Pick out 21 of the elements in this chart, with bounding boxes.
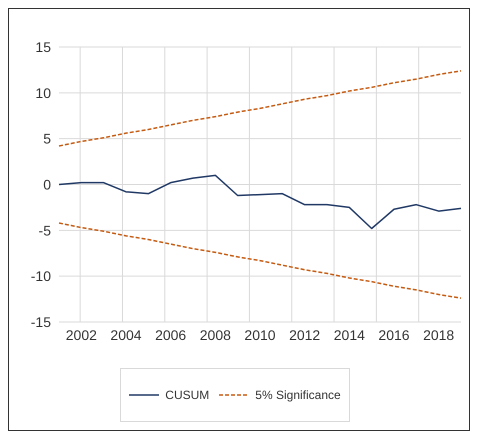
y-tick-label: 15	[35, 38, 52, 55]
x-tick-label: 2008	[200, 326, 232, 343]
legend-label: 5% Significance	[255, 388, 341, 402]
x-tick-label: 2018	[423, 326, 454, 343]
y-tick-label: -15	[30, 314, 52, 330]
x-tick-label: 2014	[334, 326, 366, 343]
legend-label: CUSUM	[165, 388, 210, 402]
x-tick-label: 2012	[289, 326, 320, 343]
y-tick-label: -10	[30, 268, 52, 284]
x-tick-label: 2006	[155, 326, 186, 343]
x-tick-label: 2002	[66, 326, 98, 343]
y-tick-label: 0	[43, 176, 52, 192]
x-tick-label: 2004	[110, 326, 142, 343]
y-tick-label: 5	[43, 130, 52, 147]
x-tick-label: 2016	[378, 326, 410, 343]
line-series	[58, 222, 462, 299]
line-series	[58, 70, 462, 147]
y-tick-label: 10	[35, 84, 52, 101]
x-tick-label: 2010	[244, 326, 276, 343]
y-tick-label: -5	[38, 222, 52, 238]
line-series	[58, 174, 462, 230]
